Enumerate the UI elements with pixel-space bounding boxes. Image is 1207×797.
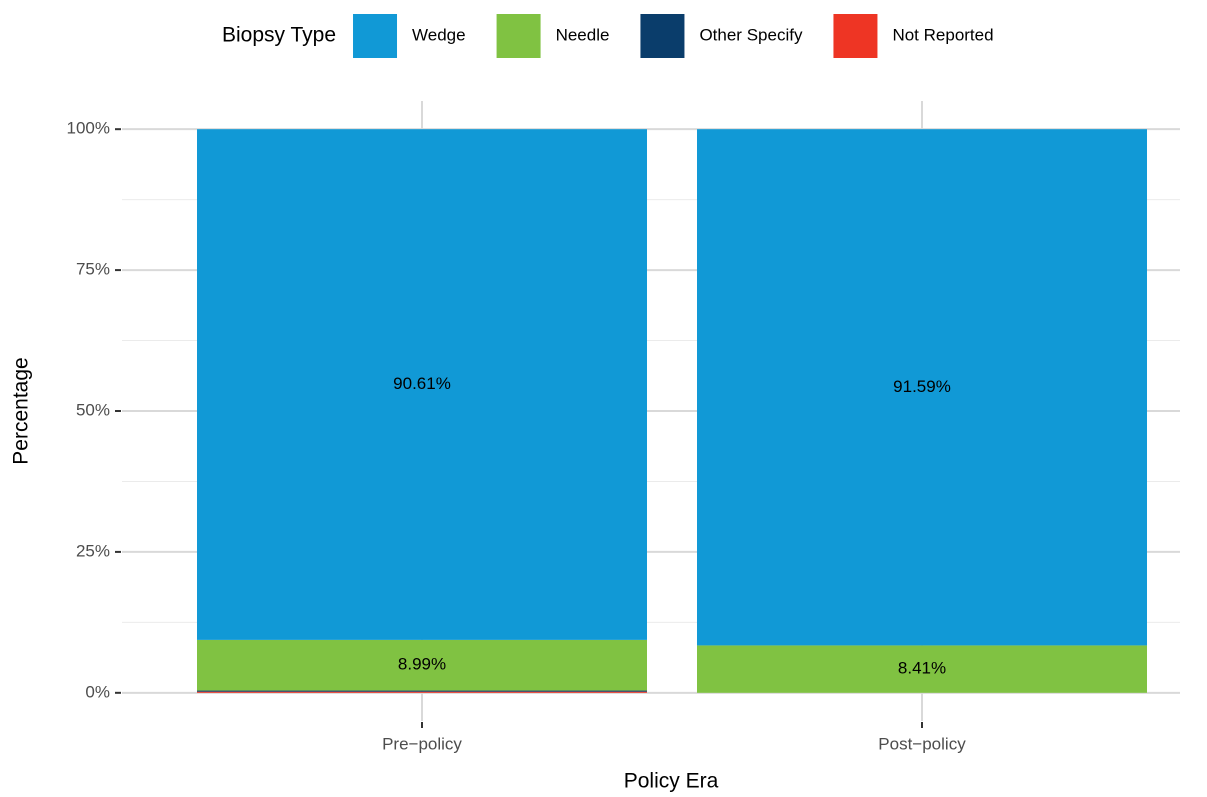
legend-swatch <box>496 14 541 58</box>
y-tick-label: 0% <box>85 682 110 701</box>
x-tick-label: Pre−policy <box>382 734 462 753</box>
legend-label: Needle <box>556 25 610 44</box>
legend-swatch <box>640 14 685 58</box>
data-label: 91.59% <box>893 377 951 396</box>
bar-segment <box>697 129 1147 646</box>
data-label: 8.41% <box>898 659 946 678</box>
bar-segment <box>197 639 647 691</box>
data-label: 8.99% <box>398 655 446 674</box>
data-label: 90.61% <box>393 374 451 393</box>
bar-segment <box>197 690 647 692</box>
legend-label: Wedge <box>412 25 466 44</box>
legend-label: Other Specify <box>699 25 802 44</box>
x-axis-label: Policy Era <box>624 770 719 793</box>
legend-title: Biopsy Type <box>222 24 336 47</box>
y-tick-label: 25% <box>76 541 110 560</box>
bar-segment <box>697 645 1147 693</box>
legend-label: Not Reported <box>892 25 993 44</box>
legend-swatch <box>833 14 878 58</box>
y-axis-label: Percentage <box>10 357 33 464</box>
x-tick-label: Post−policy <box>878 734 966 753</box>
legend-swatch <box>353 14 398 58</box>
y-tick-label: 75% <box>76 260 110 279</box>
y-tick-label: 100% <box>67 119 110 138</box>
bar-segment <box>197 129 647 640</box>
bar-segment <box>197 691 647 693</box>
y-tick-label: 50% <box>76 400 110 419</box>
